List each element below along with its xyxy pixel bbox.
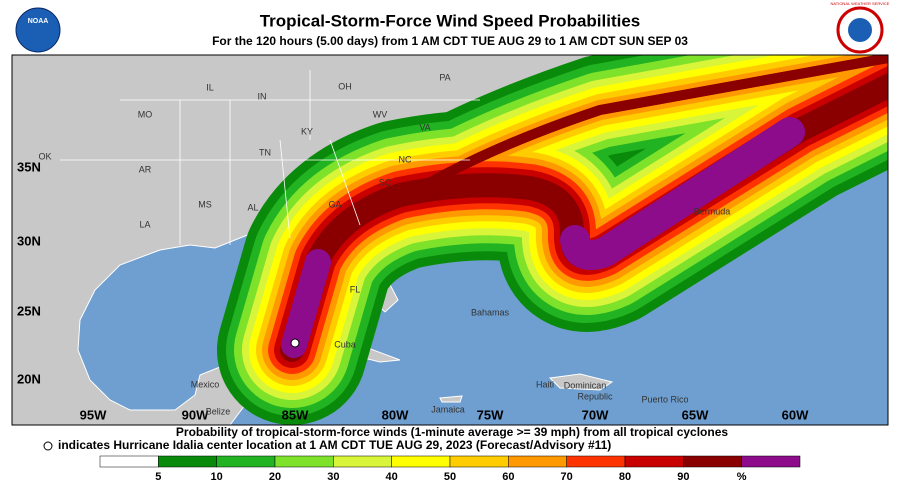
lon-label: 85W (282, 407, 309, 422)
legend-label: 60 (502, 471, 514, 483)
place-label: VA (419, 122, 430, 132)
legend-swatch (158, 455, 217, 468)
lat-label: 35N (17, 159, 41, 174)
place-label: Bahamas (471, 307, 510, 317)
lat-label: 30N (17, 233, 41, 248)
legend: 5 10 20 30 40 50 60 70 80 90% (99, 455, 801, 483)
hispaniola (548, 373, 614, 391)
map-frame (11, 54, 889, 426)
legend-label: 5 (155, 471, 161, 483)
legend-swatch (274, 455, 334, 468)
logo-text: NATIONAL WEATHER SERVICE (831, 1, 890, 6)
place-label: PA (439, 72, 450, 82)
band (560, 117, 805, 270)
probability-bands (217, 55, 888, 425)
lat-label: 20N (17, 371, 41, 386)
place-label: Jamaica (431, 404, 465, 414)
lat-label: 25N (17, 303, 41, 318)
lon-label: 60W (782, 407, 809, 422)
legend-label: 30 (327, 471, 339, 483)
legend-label: % (737, 471, 747, 483)
place-label: Republic (577, 391, 613, 401)
legend-swatch (508, 455, 567, 468)
place-label: Puerto Rico (641, 394, 688, 404)
title: Tropical-Storm-Force Wind Speed Probabil… (260, 11, 641, 30)
place-label: Cuba (334, 339, 356, 349)
legend-swatch (566, 455, 626, 468)
footer-line: indicates Hurricane Idalia center locati… (58, 438, 611, 452)
place-label: Dominican (564, 380, 607, 390)
center-symbol (43, 441, 53, 451)
place-label: IL (206, 82, 214, 92)
legend-swatch (741, 455, 801, 468)
place-label: GA (328, 199, 341, 209)
place-label: OK (38, 151, 51, 161)
lon-label: 80W (382, 407, 409, 422)
legend-label: 20 (269, 471, 281, 483)
place-label: AL (247, 202, 258, 212)
map-labels: 95W 90W 85W 80W 75W 70W 65W 60W 35N 30N 25N 20N IL IN… (17, 72, 809, 422)
map: 95W 90W 85W 80W 75W 70W 65W 60W 35N 30N 25N 20N IL IN… (12, 55, 888, 425)
legend-swatch (216, 455, 276, 468)
band (281, 249, 331, 358)
lon-label: 95W (80, 407, 107, 422)
place-label: Belize (206, 406, 231, 416)
place-label: Mexico (191, 379, 220, 389)
footer-line: Probability of tropical-storm-force wind… (176, 425, 728, 439)
place-label: Bermuda (694, 206, 731, 216)
lon-label: 65W (682, 407, 709, 422)
legend-swatch (99, 455, 159, 468)
lon-label: 70W (582, 407, 609, 422)
storm-center (290, 338, 300, 348)
place-label: LA (139, 219, 150, 229)
nws-logo-inner (848, 18, 872, 42)
header: NOAA NATIONAL WEATHER SERVICE Tropical-S… (15, 1, 890, 54)
legend-swatch (333, 455, 392, 468)
place-label: AR (139, 164, 152, 174)
legend-label: 40 (386, 471, 398, 483)
noaa-logo (15, 7, 61, 53)
lon-label: 90W (182, 407, 209, 422)
legend-swatch (449, 455, 509, 468)
place-label: IN (258, 91, 267, 101)
place-label: FL (350, 284, 361, 294)
legend-swatch (683, 455, 742, 468)
legend-label: 80 (619, 471, 631, 483)
jamaica (439, 395, 463, 403)
place-label: NC (399, 154, 412, 164)
place-label: OH (338, 81, 352, 91)
place-label: TN (259, 147, 271, 157)
legend-label: 50 (444, 471, 456, 483)
logo-text: NOAA (28, 18, 49, 25)
legend-swatch (624, 455, 684, 468)
place-label: WV (373, 109, 388, 119)
legend-swatch (391, 455, 451, 468)
subtitle: For the 120 hours (5.00 days) from 1 AM … (212, 34, 688, 48)
legend-label: 10 (211, 471, 223, 483)
place-label: MO (138, 109, 153, 119)
lon-label: 75W (477, 407, 504, 422)
place-label: KY (301, 126, 313, 136)
place-label: MS (198, 199, 212, 209)
border (60, 70, 480, 245)
footer: Probability of tropical-storm-force wind… (43, 425, 728, 452)
state-borders (60, 70, 480, 245)
place-label: Haiti (536, 379, 554, 389)
place-label: SC (379, 177, 392, 187)
legend-label: 90 (677, 471, 689, 483)
legend-label: 70 (561, 471, 573, 483)
